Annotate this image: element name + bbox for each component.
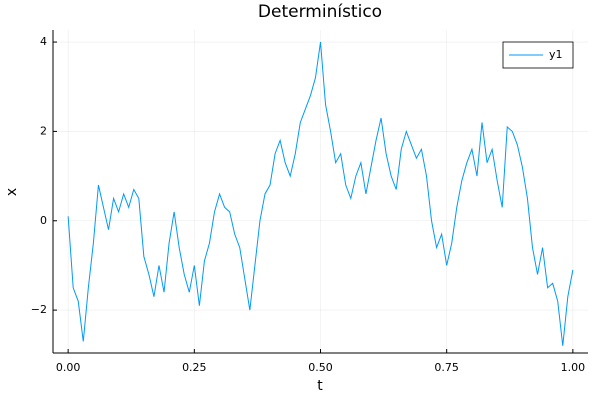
x-tick-label: 1.00	[561, 361, 586, 374]
y-tick-label: −2	[31, 303, 47, 316]
y-tick-label: 0	[40, 214, 47, 227]
x-tick-label: 0.00	[56, 361, 81, 374]
x-tick-label: 0.25	[182, 361, 207, 374]
line-series	[67, 41, 574, 346]
x-tick-label: 0.75	[434, 361, 459, 374]
y-tick-label: 4	[40, 35, 47, 48]
y-axis-label: x	[4, 188, 20, 196]
chart-title: Determinístico	[258, 2, 382, 22]
x-tick-label: 0.50	[308, 361, 333, 374]
legend-label: y1	[549, 48, 563, 61]
x-axis-label: t	[317, 378, 323, 394]
y-tick-label: 2	[40, 124, 47, 137]
